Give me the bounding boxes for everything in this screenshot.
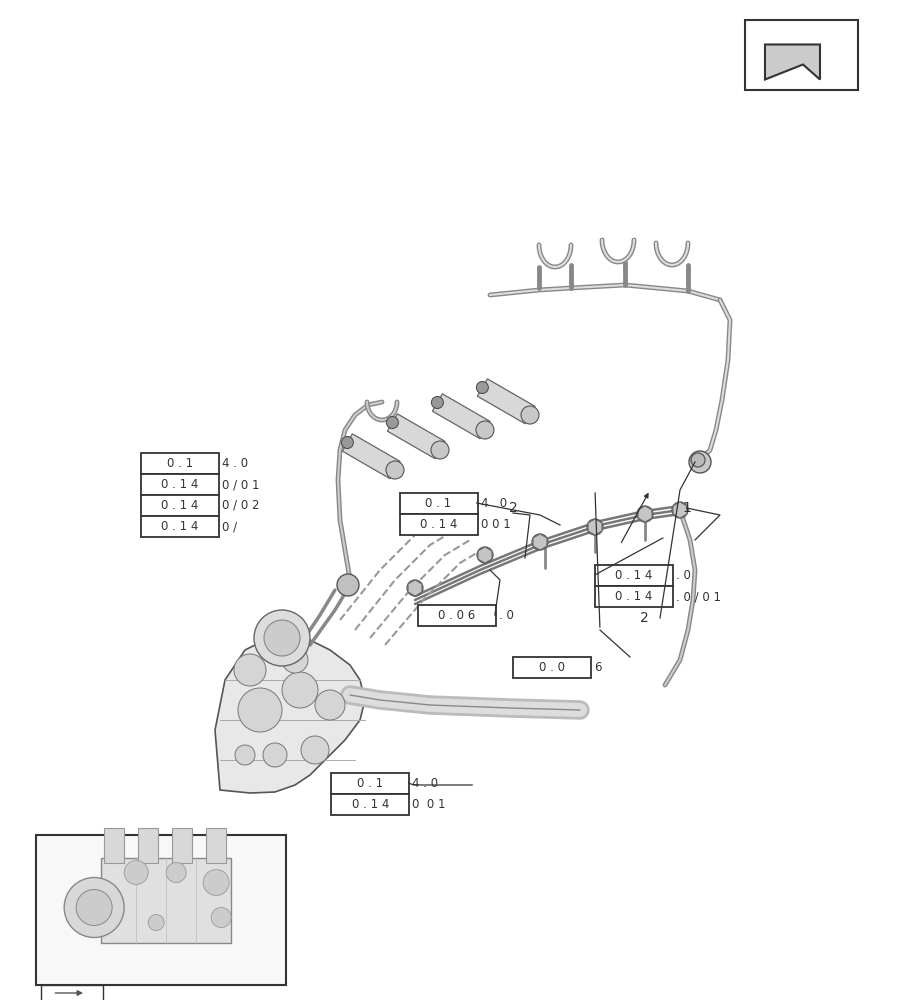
Text: 0 / 0 2: 0 / 0 2 [222, 499, 260, 512]
Circle shape [76, 890, 113, 926]
Bar [745, 20, 858, 90]
Circle shape [212, 908, 232, 928]
Text: 1: 1 [682, 501, 691, 515]
Text: 0 . 1: 0 . 1 [358, 777, 383, 790]
Text: 0 . 1: 0 . 1 [426, 497, 451, 510]
Text: 0 . 1 4: 0 . 1 4 [161, 520, 199, 533]
Bar [36, 835, 286, 985]
Text: . 0: . 0 [498, 609, 514, 622]
Circle shape [64, 878, 124, 938]
Circle shape [691, 453, 705, 467]
Polygon shape [533, 534, 547, 550]
Text: 0 . 1 4: 0 . 1 4 [161, 499, 199, 512]
Circle shape [476, 421, 494, 439]
Polygon shape [673, 502, 687, 518]
Polygon shape [478, 379, 535, 424]
Text: . 0: . 0 [676, 569, 691, 582]
Text: 0  0 1: 0 0 1 [412, 798, 446, 811]
Circle shape [282, 672, 318, 708]
Bar [141, 474, 219, 495]
Circle shape [282, 647, 308, 673]
Circle shape [315, 690, 345, 720]
Text: 0 . 0 6: 0 . 0 6 [438, 609, 475, 622]
Bar [141, 516, 219, 537]
Circle shape [254, 610, 310, 666]
Polygon shape [479, 547, 492, 563]
Bar [400, 514, 478, 535]
Bar [331, 794, 410, 815]
Polygon shape [588, 519, 602, 535]
Bar [141, 453, 219, 474]
Circle shape [301, 736, 329, 764]
Text: 0 . 1 4: 0 . 1 4 [161, 478, 199, 491]
Bar [513, 657, 591, 678]
Circle shape [234, 654, 266, 686]
Text: 0 /: 0 / [222, 520, 237, 533]
Circle shape [235, 745, 255, 765]
Circle shape [431, 396, 443, 408]
Bar [138, 828, 158, 862]
Text: 0 . 1 4: 0 . 1 4 [615, 569, 653, 582]
Text: 0 0 1: 0 0 1 [480, 518, 510, 531]
Text: 4 . 0: 4 . 0 [222, 457, 248, 470]
Circle shape [689, 451, 711, 473]
Circle shape [672, 502, 688, 518]
Polygon shape [388, 414, 445, 459]
Polygon shape [215, 635, 365, 793]
Text: 0 . 1 4: 0 . 1 4 [419, 518, 458, 531]
Circle shape [124, 860, 148, 884]
Circle shape [166, 862, 186, 882]
Circle shape [203, 869, 229, 896]
Bar [418, 605, 496, 626]
Bar [595, 586, 673, 607]
Text: 2: 2 [640, 611, 649, 625]
Text: 0 . 1: 0 . 1 [167, 457, 192, 470]
Bar [173, 828, 192, 862]
Polygon shape [432, 394, 490, 439]
Bar [101, 857, 232, 942]
Circle shape [477, 381, 489, 393]
Circle shape [587, 519, 603, 535]
Circle shape [264, 620, 300, 656]
Text: 0 . 0: 0 . 0 [539, 661, 565, 674]
Circle shape [387, 416, 399, 428]
Text: 0 . 1 4: 0 . 1 4 [615, 590, 653, 603]
Polygon shape [765, 44, 820, 80]
Bar [42, 985, 104, 1000]
Text: 6: 6 [594, 661, 601, 674]
Bar [400, 493, 478, 514]
Bar [331, 773, 410, 794]
Text: 4 . 0: 4 . 0 [412, 777, 439, 790]
Polygon shape [342, 434, 400, 479]
Circle shape [532, 534, 548, 550]
Bar [141, 495, 219, 516]
Circle shape [263, 743, 287, 767]
Polygon shape [638, 506, 652, 522]
Circle shape [407, 580, 423, 596]
Circle shape [477, 547, 493, 563]
Circle shape [148, 914, 164, 930]
Circle shape [386, 461, 404, 479]
Text: 2: 2 [508, 501, 518, 515]
Text: 0 / 0 1: 0 / 0 1 [222, 478, 260, 491]
Circle shape [637, 506, 653, 522]
Circle shape [521, 406, 539, 424]
Bar [206, 828, 226, 862]
Circle shape [337, 574, 359, 596]
Polygon shape [408, 580, 422, 596]
Bar [595, 565, 673, 586]
Circle shape [341, 436, 353, 448]
Circle shape [431, 441, 449, 459]
Text: 0 . 1 4: 0 . 1 4 [351, 798, 390, 811]
Circle shape [238, 688, 282, 732]
Text: 4 . 0: 4 . 0 [480, 497, 507, 510]
Bar [104, 828, 124, 862]
Text: . 0 / 0 1: . 0 / 0 1 [676, 590, 721, 603]
